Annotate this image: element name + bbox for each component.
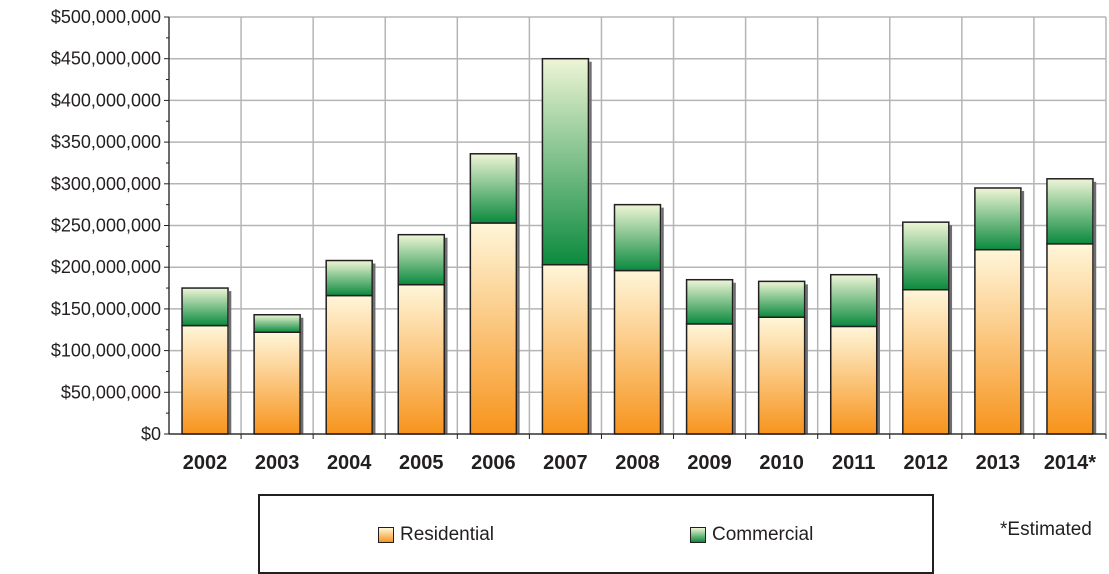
y-tick-label: $100,000,000 [51,341,161,361]
bar-shadow [589,61,592,434]
x-tick-label: 2004 [327,452,372,474]
bar-shadow [372,263,376,434]
y-tick-label: $300,000,000 [51,174,161,194]
bars [181,57,1097,435]
x-tick-label: 2014* [1044,452,1096,474]
bar-residential-2014 [1046,243,1094,435]
bar-commercial-2014 [1046,178,1094,245]
residential-swatch [378,527,394,543]
y-tick-label: $150,000,000 [51,299,161,319]
bar-residential-2006 [469,222,518,435]
bar-commercial-2005 [397,233,446,286]
bar-commercial-2003 [253,313,301,334]
x-tick-label: 2010 [759,452,804,474]
bar-shadow [1093,181,1097,434]
bar-residential-2010 [757,316,806,435]
bar-commercial-2009 [685,278,734,325]
bar-residential-2011 [829,325,878,435]
legend-label-residential: Residential [400,524,494,545]
x-tick-label: 2009 [687,452,732,474]
bar-residential-2013 [974,248,1022,435]
legend [258,494,934,574]
bar-commercial-2013 [974,187,1022,251]
x-tick-label: 2013 [976,452,1021,474]
bar-residential-2003 [253,331,301,435]
bar-commercial-2010 [757,280,806,318]
x-tick-label: 2006 [471,452,516,474]
y-tick-label: $350,000,000 [51,132,161,152]
bar-commercial-2006 [469,153,518,224]
x-tick-label: 2008 [615,452,660,474]
y-tick-label: $200,000,000 [51,257,161,277]
bar-residential-2009 [685,323,734,435]
commercial-swatch [690,527,706,543]
y-axis: $0 $50,000,000 $100,000,000 $150,000,000 $20… [51,7,170,444]
legend-item-residential: Residential [378,524,494,546]
bar-commercial-2004 [325,259,373,297]
y-tick-label: $0 [141,424,161,444]
bar-shadow [805,284,808,434]
bar-shadow [877,277,880,434]
bar-residential-2004 [325,294,373,435]
y-tick-label: $400,000,000 [51,90,161,110]
bar-commercial-2012 [902,221,950,291]
x-tick-label: 2011 [832,452,875,474]
bar-shadow [300,317,304,434]
bar-commercial-2007 [541,57,590,266]
bar-shadow [445,237,448,434]
bar-shadow [733,282,736,434]
bar-shadow [1021,190,1025,434]
bar-commercial-2011 [829,273,878,328]
bar-residential-2007 [541,263,590,435]
y-tick-label: $500,000,000 [51,7,161,27]
x-tick-label: 2012 [904,452,949,474]
bar-shadow [661,207,664,434]
legend-label-commercial: Commercial [712,524,814,545]
bar-commercial-2008 [613,203,662,272]
x-tick-label: 2003 [255,452,300,474]
y-tick-label: $250,000,000 [51,216,161,236]
footnote: *Estimated [1000,519,1092,540]
bar-residential-2005 [397,283,446,435]
stacked-bar-chart: $0 $50,000,000 $100,000,000 $150,000,000 $20… [51,7,1107,474]
bar-shadow [228,291,232,434]
x-axis: 2002 2003 2004 2005 2006 2007 2008 2009 2010 2011… [169,433,1107,474]
bar-commercial-2002 [181,287,229,327]
y-tick-label: $450,000,000 [51,49,161,69]
bar-residential-2002 [181,324,229,435]
x-tick-label: 2005 [399,452,444,474]
bar-shadow [517,156,520,434]
bar-residential-2008 [613,269,662,435]
legend-item-commercial: Commercial [690,524,813,546]
bar-residential-2012 [902,288,950,435]
bar-shadow [949,225,953,434]
y-tick-label: $50,000,000 [61,382,161,402]
x-tick-label: 2002 [183,452,228,474]
x-tick-label: 2007 [543,452,588,474]
